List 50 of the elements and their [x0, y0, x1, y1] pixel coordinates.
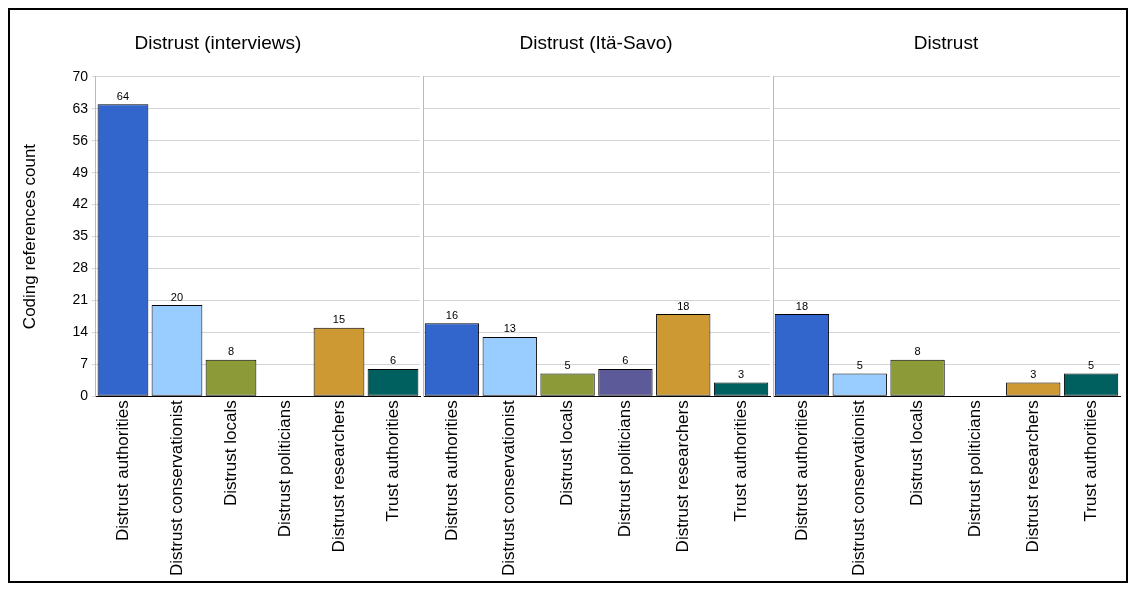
data-label: 6 — [389, 354, 397, 367]
y-tick-label: 49 — [72, 163, 89, 180]
x-tick-label: Distrust politicians — [615, 400, 635, 538]
x-tick-label: Distrust conservationist — [166, 400, 186, 577]
chart-title: Distrust — [913, 31, 979, 53]
data-label: 6 — [622, 354, 629, 367]
x-tick-label: Distrust conservationist — [499, 400, 519, 577]
y-tick-label: 56 — [72, 131, 89, 148]
y-axis-title: Coding references count — [19, 143, 39, 330]
x-tick-label: Distrust locals — [220, 400, 240, 507]
data-label: 8 — [227, 345, 235, 358]
y-tick-label: 7 — [80, 355, 89, 372]
chart-title: Distrust (Itä-Savo) — [519, 31, 673, 53]
y-tick-label: 42 — [72, 195, 89, 212]
x-tick-label: Distrust researchers — [328, 400, 348, 553]
y-tick-label: 70 — [72, 67, 89, 84]
data-label: 13 — [503, 322, 516, 335]
data-label: 18 — [677, 299, 690, 312]
chart-title: Distrust (interviews) — [134, 31, 302, 53]
x-tick-label: Distrust politicians — [965, 400, 985, 538]
x-tick-label: Distrust researchers — [1022, 400, 1042, 553]
x-tick-label: Distrust authorities — [441, 400, 461, 542]
y-tick-label: 14 — [72, 323, 89, 340]
x-tick-label: Distrust authorities — [112, 400, 132, 542]
x-tick-label: Trust authorities — [730, 400, 750, 522]
data-label: 18 — [795, 299, 809, 312]
y-tick-label: 0 — [80, 387, 89, 404]
data-label: 20 — [170, 290, 184, 303]
data-label: 5 — [1088, 358, 1095, 371]
data-label: 3 — [738, 368, 745, 381]
data-label: 8 — [914, 345, 921, 358]
x-tick-label: Trust authorities — [382, 400, 402, 522]
data-label: 5 — [564, 358, 571, 371]
data-label: 64 — [116, 89, 130, 102]
x-tick-label: Distrust conservationist — [849, 400, 869, 577]
data-label: 5 — [856, 358, 863, 371]
x-tick-label: Distrust researchers — [672, 400, 692, 553]
x-tick-label: Distrust locals — [907, 400, 927, 507]
y-tick-label: 63 — [72, 99, 89, 116]
data-label: 16 — [445, 308, 459, 321]
frame: Coding references count Distrust (interviews) Distrust authorities Distrust conservationist Distrust locals Distrust politicians Distrust researchers Trust authorities 0 7 14 21 28 35 42 49 56 63 70 64 20 8 15 6 Distrust (Itä-Savo) Distrust authorities Distrust conservationist Distrust locals Distrust politicians Distrust researchers Trust authorities 16 13 5 6 18 3 Distrust Distrust authorities Distrust conservationist Distrust locals Distrust politicians Distrust researchers Trust authorities 18 5 8 3 5 — [8, 8, 1128, 583]
x-tick-label: Distrust authorities — [791, 400, 811, 542]
x-tick-label: Trust authorities — [1080, 400, 1100, 522]
data-label: 15 — [332, 313, 346, 326]
y-tick-label: 28 — [72, 259, 89, 276]
x-tick-label: Distrust politicians — [274, 400, 294, 538]
y-tick-label: 35 — [72, 227, 89, 244]
x-tick-label: Distrust locals — [557, 400, 577, 507]
data-label: 3 — [1030, 368, 1037, 381]
y-tick-label: 21 — [72, 291, 89, 308]
